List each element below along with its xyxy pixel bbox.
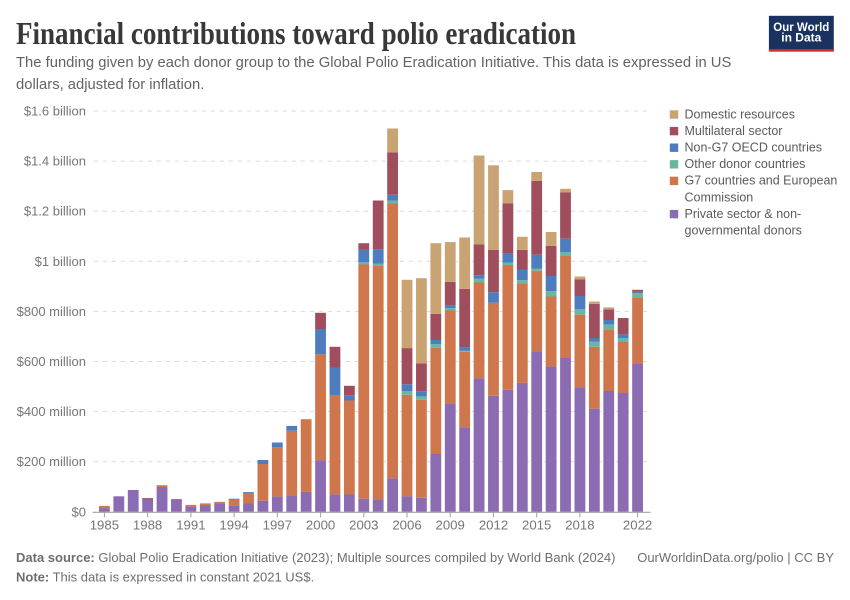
svg-text:$0: $0 bbox=[72, 504, 86, 519]
svg-text:2009: 2009 bbox=[436, 518, 465, 533]
svg-text:Note: This data is expressed i: Note: This data is expressed in constant… bbox=[16, 570, 314, 585]
svg-text:2022: 2022 bbox=[623, 518, 652, 533]
svg-text:Commission: Commission bbox=[685, 190, 754, 204]
svg-text:1994: 1994 bbox=[219, 518, 248, 533]
svg-text:Our World: Our World bbox=[773, 20, 829, 34]
svg-text:Non-G7 OECD countries: Non-G7 OECD countries bbox=[685, 141, 823, 155]
svg-text:G7 countries and European: G7 countries and European bbox=[685, 174, 838, 188]
svg-text:Financial contributions toward: Financial contributions toward polio era… bbox=[16, 15, 576, 51]
svg-text:OurWorldinData.org/polio | CC: OurWorldinData.org/polio | CC BY bbox=[637, 550, 834, 565]
svg-text:2015: 2015 bbox=[522, 518, 551, 533]
svg-text:$1.4 billion: $1.4 billion bbox=[24, 154, 86, 169]
svg-text:Multilateral sector: Multilateral sector bbox=[685, 124, 783, 138]
svg-text:dollars, adjusted for inflatio: dollars, adjusted for inflation. bbox=[16, 77, 204, 93]
svg-text:2018: 2018 bbox=[565, 518, 594, 533]
svg-text:Other donor countries: Other donor countries bbox=[685, 157, 806, 171]
svg-text:$400 million: $400 million bbox=[17, 404, 86, 419]
svg-text:The funding given by each dono: The funding given by each donor group to… bbox=[16, 55, 731, 71]
svg-text:1991: 1991 bbox=[176, 518, 205, 533]
svg-text:2012: 2012 bbox=[479, 518, 508, 533]
svg-text:2003: 2003 bbox=[349, 518, 378, 533]
svg-text:$600 million: $600 million bbox=[17, 354, 86, 369]
svg-text:in Data: in Data bbox=[781, 30, 821, 44]
svg-text:2000: 2000 bbox=[306, 518, 335, 533]
svg-text:$1.6 billion: $1.6 billion bbox=[24, 104, 86, 119]
svg-text:$800 million: $800 million bbox=[17, 304, 86, 319]
svg-text:Private sector & non-: Private sector & non- bbox=[685, 207, 802, 221]
svg-text:governmental donors: governmental donors bbox=[685, 224, 802, 238]
svg-text:1988: 1988 bbox=[133, 518, 162, 533]
svg-text:1985: 1985 bbox=[90, 518, 119, 533]
svg-text:$1.2 billion: $1.2 billion bbox=[24, 204, 86, 219]
svg-text:Data source: Global Polio Erad: Data source: Global Polio Eradication In… bbox=[16, 550, 616, 565]
svg-text:$1 billion: $1 billion bbox=[35, 254, 86, 269]
svg-text:$200 million: $200 million bbox=[17, 454, 86, 469]
svg-text:1997: 1997 bbox=[263, 518, 292, 533]
svg-text:2006: 2006 bbox=[392, 518, 421, 533]
svg-text:Domestic resources: Domestic resources bbox=[685, 107, 795, 121]
